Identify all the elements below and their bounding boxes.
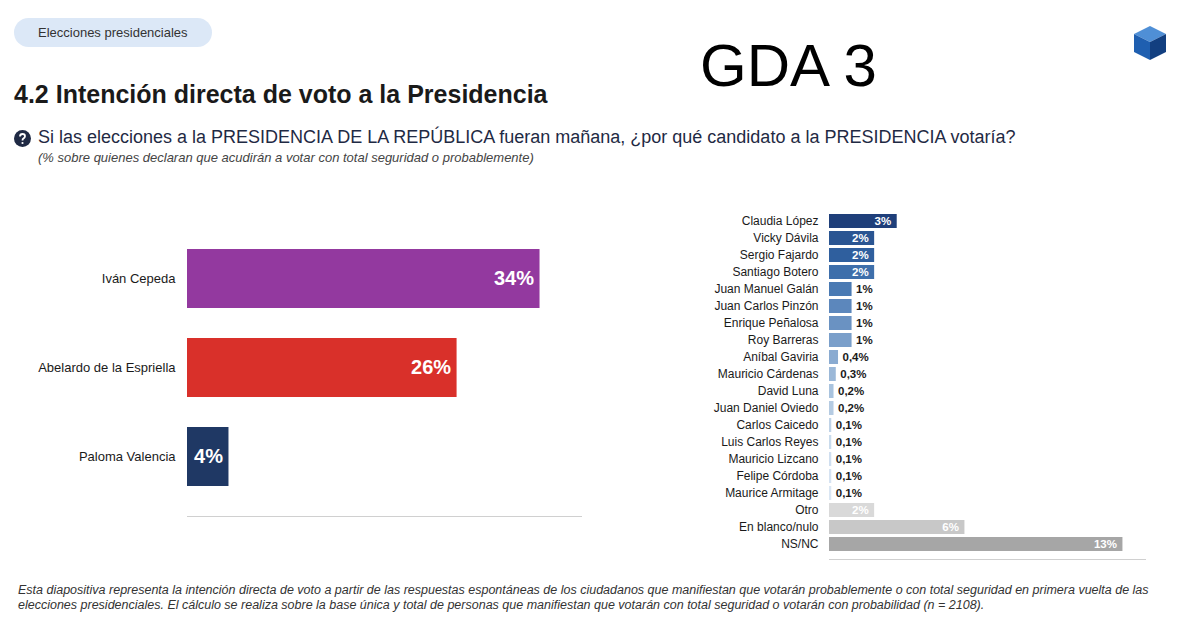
svg-text:Roy Barreras: Roy Barreras — [748, 333, 819, 347]
svg-text:Vicky Dávila: Vicky Dávila — [753, 231, 818, 245]
svg-text:2%: 2% — [852, 504, 869, 516]
svg-text:Otro: Otro — [795, 503, 819, 517]
html-text:Si las elecciones a la PRESIDE: Si las elecciones a la PRESIDENCIA DE LA… — [38, 127, 1016, 147]
svg-text:1%: 1% — [856, 334, 873, 346]
svg-text:Santiago Botero: Santiago Botero — [732, 265, 818, 279]
svg-text:Juan Carlos Pinzón: Juan Carlos Pinzón — [714, 299, 818, 313]
svg-text:Juan Daniel Oviedo: Juan Daniel Oviedo — [714, 401, 819, 415]
html-text:Elecciones presidenciales: Elecciones presidenciales — [38, 25, 188, 40]
svg-text:1%: 1% — [856, 283, 873, 295]
svg-text:6%: 6% — [942, 521, 959, 533]
svg-text:David Luna: David Luna — [758, 384, 819, 398]
svg-text:2%: 2% — [852, 266, 869, 278]
svg-text:Maurice Armitage: Maurice Armitage — [725, 486, 819, 500]
html-text:(% sobre quienes declaran que: (% sobre quienes declaran que acudirán a… — [38, 150, 534, 165]
svg-text:Abelardo de la Espriella: Abelardo de la Espriella — [38, 360, 176, 375]
svg-text:Mauricio Lizcano: Mauricio Lizcano — [728, 452, 818, 466]
svg-text:1%: 1% — [856, 300, 873, 312]
svg-text:3%: 3% — [875, 215, 892, 227]
svg-text:1%: 1% — [856, 317, 873, 329]
svg-text:Felipe Córdoba: Felipe Córdoba — [736, 469, 818, 483]
svg-text:2%: 2% — [852, 232, 869, 244]
svg-text:13%: 13% — [1094, 538, 1117, 550]
svg-text:Sergio Fajardo: Sergio Fajardo — [740, 248, 819, 262]
svg-text:Paloma Valencia: Paloma Valencia — [79, 449, 176, 464]
svg-text:Carlos Caicedo: Carlos Caicedo — [736, 418, 818, 432]
svg-text:34%: 34% — [494, 267, 534, 289]
html-text:4.2 Intención directa de voto: 4.2 Intención directa de voto a la Presi… — [14, 80, 548, 108]
svg-text:Aníbal Gaviria: Aníbal Gaviria — [743, 350, 819, 364]
svg-text:Enrique Peñalosa: Enrique Peñalosa — [724, 316, 819, 330]
svg-text:Luis Carlos Reyes: Luis Carlos Reyes — [721, 435, 818, 449]
svg-text:0,2%: 0,2% — [838, 402, 864, 414]
svg-text:Iván Cepeda: Iván Cepeda — [102, 271, 176, 286]
svg-text:Claudia López: Claudia López — [742, 214, 819, 228]
svg-text:En blanco/nulo: En blanco/nulo — [739, 520, 819, 534]
svg-text:Mauricio Cárdenas: Mauricio Cárdenas — [718, 367, 819, 381]
html-text:Esta diapositiva representa la: Esta diapositiva representa la intención… — [18, 583, 1149, 612]
svg-text:26%: 26% — [411, 356, 451, 378]
svg-text:0,2%: 0,2% — [838, 385, 864, 397]
svg-text:Juan Manuel Galán: Juan Manuel Galán — [714, 282, 818, 296]
svg-text:0,4%: 0,4% — [843, 351, 869, 363]
svg-text:0,1%: 0,1% — [836, 436, 862, 448]
svg-text:2%: 2% — [852, 249, 869, 261]
svg-text:0,1%: 0,1% — [836, 487, 862, 499]
svg-text:0,1%: 0,1% — [836, 419, 862, 431]
svg-text:4%: 4% — [194, 445, 223, 467]
svg-text:NS/NC: NS/NC — [781, 537, 819, 551]
html-text:GDA 3: GDA 3 — [700, 32, 877, 99]
svg-text:0,3%: 0,3% — [840, 368, 866, 380]
svg-text:0,1%: 0,1% — [836, 470, 862, 482]
svg-text:0,1%: 0,1% — [836, 453, 862, 465]
